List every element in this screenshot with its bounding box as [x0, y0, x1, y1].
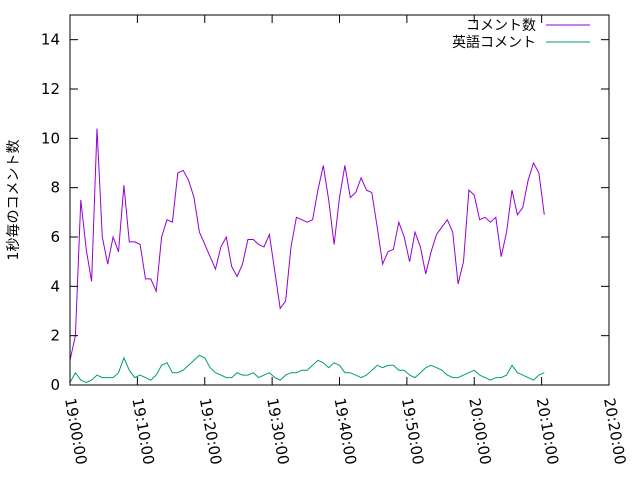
x-tick-label: 20:10:00 [533, 397, 562, 466]
x-tick-label: 19:10:00 [128, 397, 157, 466]
y-tick-label: 4 [50, 277, 60, 295]
y-tick-label: 6 [50, 228, 60, 246]
x-tick-label: 19:20:00 [196, 397, 225, 466]
x-tick-label: 20:00:00 [465, 397, 494, 466]
x-tick-label: 20:20:00 [600, 397, 629, 466]
legend-label: コメント数 [466, 18, 536, 34]
y-tick-label: 0 [50, 376, 60, 394]
x-axis: 19:00:00 19:10:00 19:20:00 19:30:00 19:40:00… [61, 15, 629, 466]
x-tick-label: 19:40:00 [331, 397, 360, 466]
legend-label: 英語コメント [452, 34, 536, 51]
series-line-0 [69, 128, 545, 361]
y-tick-label: 14 [41, 31, 60, 49]
y-tick-label: 8 [50, 179, 60, 197]
y-tick-label: 12 [41, 80, 60, 98]
y-tick-label: 2 [50, 327, 60, 345]
y-axis-label: 1秒毎のコメント数 [6, 140, 22, 261]
series-line-1 [69, 354, 545, 384]
y-axis: 0 2 4 6 8 10 12 14 [41, 31, 609, 394]
x-tick-label: 19:30:00 [263, 397, 292, 466]
series-layer [69, 128, 545, 384]
x-tick-label: 19:50:00 [398, 397, 427, 466]
y-tick-label: 10 [41, 129, 60, 147]
x-tick-label: 19:00:00 [61, 397, 90, 466]
